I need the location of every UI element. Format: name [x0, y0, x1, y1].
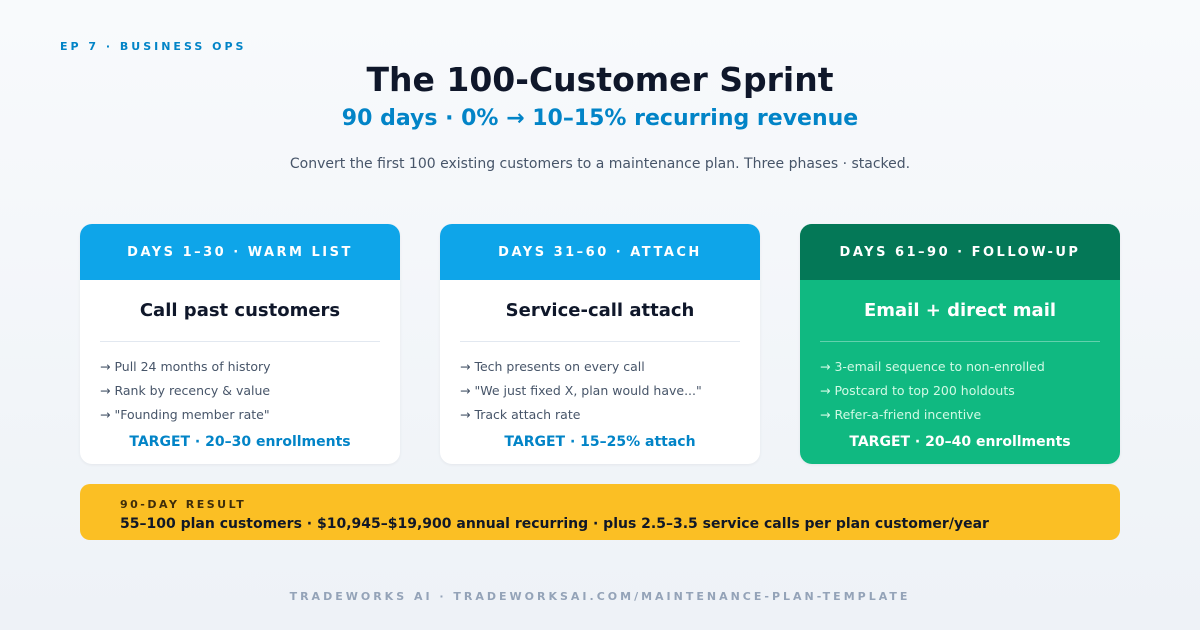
phase-divider	[100, 341, 380, 342]
phase-step: → Track attach rate	[460, 407, 581, 422]
phase-step: → Postcard to top 200 holdouts	[820, 383, 1015, 398]
phase-step: → Tech presents on every call	[460, 359, 645, 374]
phase-header: DAYS 31–60 · ATTACH	[440, 224, 760, 280]
phase-target: TARGET · 15–25% attach	[504, 434, 696, 450]
phase-header: DAYS 61–90 · FOLLOW-UP	[800, 224, 1120, 280]
episode-eyebrow: EP 7 · BUSINESS OPS	[60, 40, 247, 53]
phase-steps: → 3-email sequence to non-enrolled → Pos…	[820, 358, 1100, 430]
page-title: The 100-Customer Sprint	[366, 60, 834, 99]
phase-steps: → Tech presents on every call → "We just…	[460, 358, 740, 430]
phase-card-warm-list: DAYS 1–30 · WARM LIST Call past customer…	[80, 224, 400, 464]
page-subtitle: 90 days · 0% → 10–15% recurring revenue	[341, 106, 859, 131]
result-banner: 90-DAY RESULT 55–100 plan customers · $1…	[80, 484, 1120, 540]
phase-card-follow-up: DAYS 61–90 · FOLLOW-UP Email + direct ma…	[800, 224, 1120, 464]
phase-target: TARGET · 20–30 enrollments	[129, 434, 351, 450]
phase-divider	[460, 341, 740, 342]
phase-steps: → Pull 24 months of history → Rank by re…	[100, 358, 380, 430]
phase-step: → Rank by recency & value	[100, 383, 271, 398]
phase-divider	[820, 341, 1100, 342]
phase-card-attach: DAYS 31–60 · ATTACH Service-call attach …	[440, 224, 760, 464]
phase-heading: Call past customers	[139, 300, 341, 321]
phase-step: → "We just fixed X, plan would have..."	[460, 383, 702, 398]
phase-step: → Refer-a-friend incentive	[820, 407, 982, 422]
page-description: Convert the first 100 existing customers…	[289, 156, 911, 172]
phase-header: DAYS 1–30 · WARM LIST	[80, 224, 400, 280]
phase-heading: Email + direct mail	[863, 300, 1057, 321]
result-label: 90-DAY RESULT	[120, 498, 247, 511]
phase-heading: Service-call attach	[505, 300, 695, 321]
phase-step: → 3-email sequence to non-enrolled	[820, 359, 1045, 374]
footer-credit: TRADEWORKS AI · TRADEWORKSAI.COM/MAINTEN…	[289, 590, 911, 603]
phase-target: TARGET · 20–40 enrollments	[849, 434, 1071, 450]
phase-step: → "Founding member rate"	[100, 407, 270, 422]
result-text: 55–100 plan customers · $10,945–$19,900 …	[120, 516, 989, 532]
phase-step: → Pull 24 months of history	[100, 359, 271, 374]
